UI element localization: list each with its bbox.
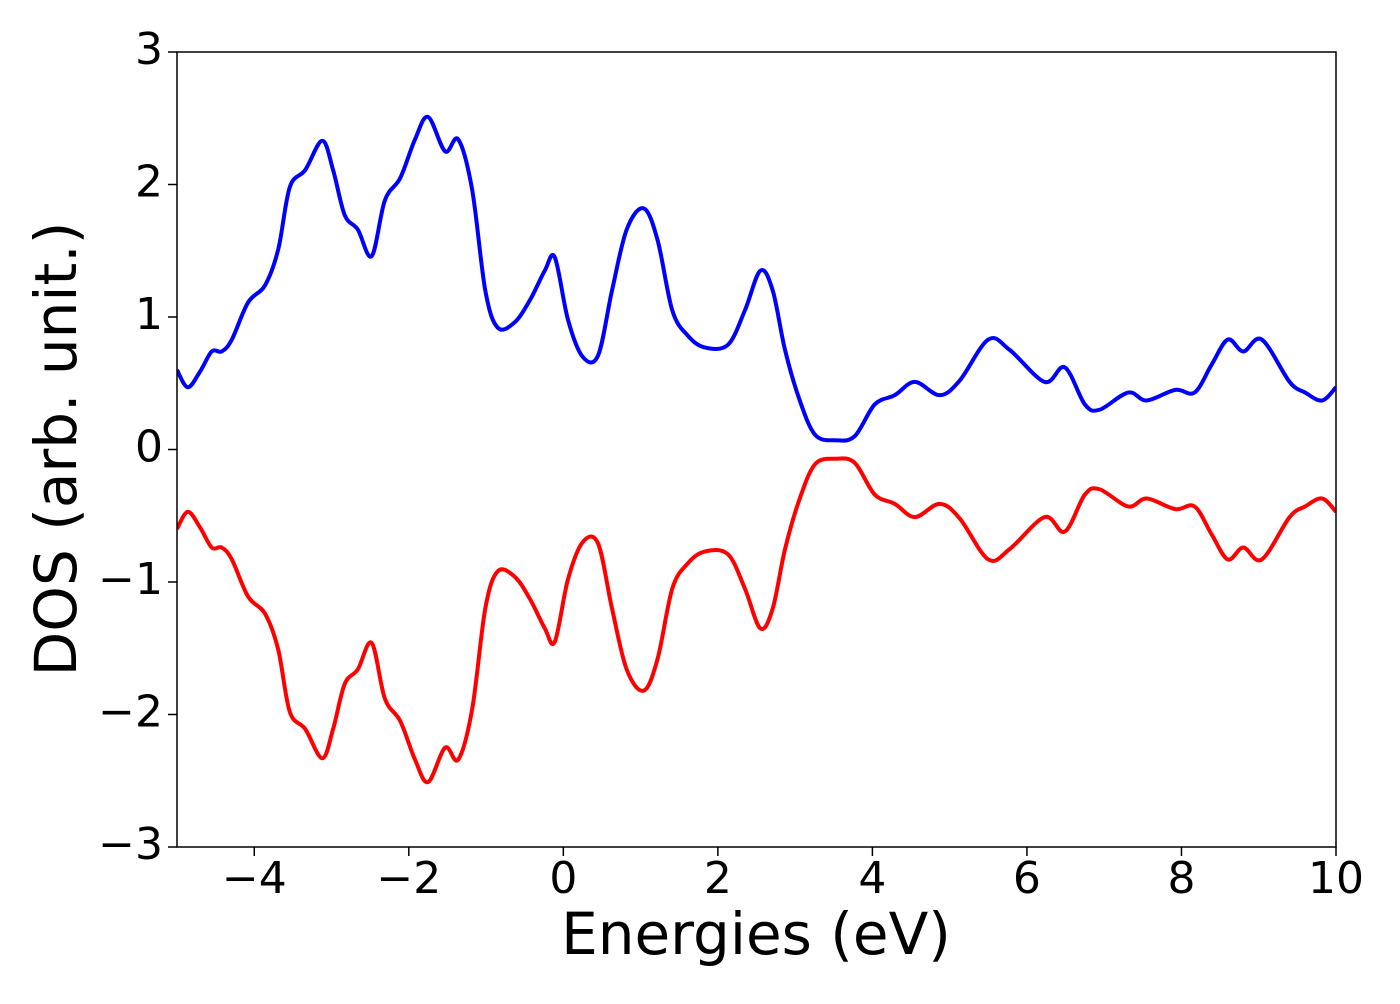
y-tick-label: −1	[98, 554, 163, 605]
x-tick-label: 6	[1013, 853, 1041, 904]
y-axis-label: DOS (arb. unit.)	[22, 222, 90, 677]
y-tick-label: −2	[98, 687, 163, 738]
dos-line	[177, 456, 1336, 785]
x-tick-label: 10	[1308, 853, 1364, 904]
y-tick-label: 2	[135, 157, 163, 208]
y-tick-label: 1	[135, 289, 163, 340]
y-tick-label: −3	[98, 819, 163, 870]
x-tick-label: −4	[222, 853, 287, 904]
x-tick-label: 8	[1167, 853, 1195, 904]
y-tick-label: 3	[135, 24, 163, 75]
x-tick-label: 0	[549, 853, 577, 904]
x-tick-label: −2	[376, 853, 441, 904]
dos-line	[177, 114, 1336, 443]
x-axis-label: Energies (eV)	[561, 900, 951, 968]
y-tick-label: 0	[135, 422, 163, 473]
x-tick-label: 4	[858, 853, 886, 904]
x-tick-label: 2	[704, 853, 732, 904]
